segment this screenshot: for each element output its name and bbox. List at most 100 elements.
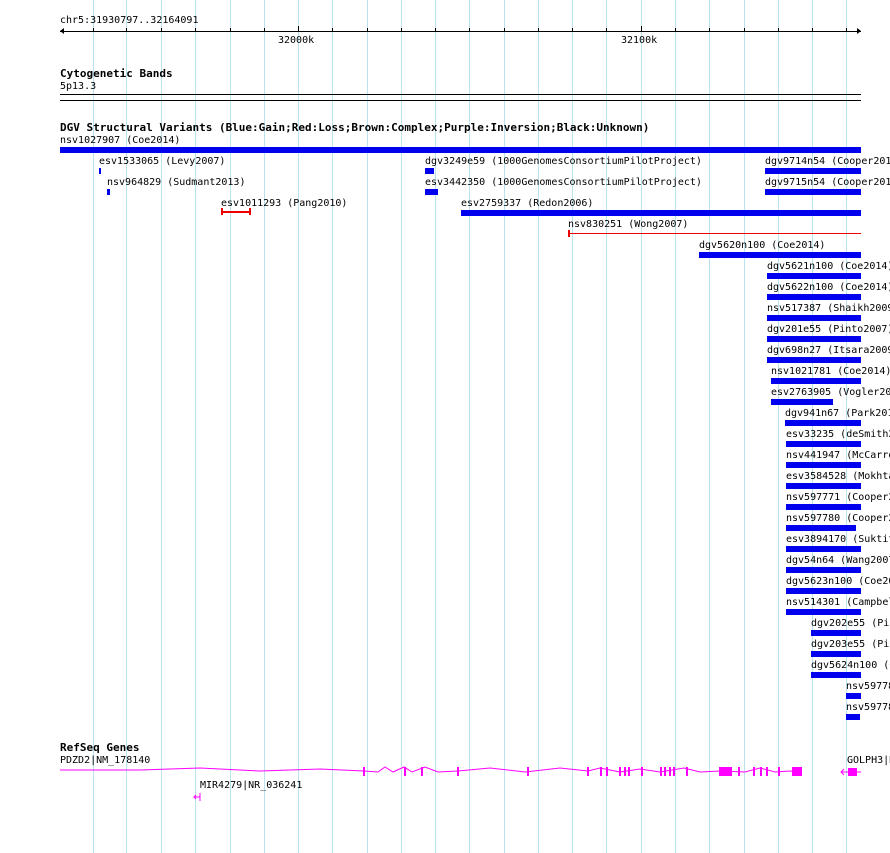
grid-line [675,0,676,853]
variant-label: nsv441947 (McCarroll2008) [786,450,890,461]
variant-label: esv1011293 (Pang2010) [221,198,348,209]
variant-bar[interactable] [786,462,861,468]
variant-bar[interactable] [785,420,861,426]
ruler-tick-label: 32100k [621,35,658,46]
variant-bar[interactable] [811,672,861,678]
variant-label: dgv9715n54 (Cooper2011) [765,177,890,188]
variant-label: nsv597782 (Cooper2011) [846,702,890,713]
variant-bar-end [568,230,570,237]
grid-line [538,0,539,853]
grid-line [572,0,573,853]
grid-line [709,0,710,853]
variant-label: dgv202e55 (Pinto2007) [811,618,890,629]
cytoband-bar-bottom [60,100,861,101]
variant-bar[interactable] [811,651,861,657]
ruler-right-arrow [857,28,861,34]
variant-label: dgv5624n100 (Coe2014) [811,660,890,671]
grid-line [298,0,299,853]
grid-line [367,0,368,853]
variant-label: nsv517387 (Shaikh2009) [767,303,890,314]
variant-bar[interactable] [786,567,861,573]
variant-label: dgv698n27 (Itsara2009) [767,345,890,356]
variant-label: nsv514301 (Campbell2011) [786,597,890,608]
variant-label: esv3442350 (1000GenomesConsortiumPilotPr… [425,177,702,188]
variant-label: nsv597780 (Cooper2011) [786,513,890,524]
variant-label: dgv201e55 (Pinto2007) [767,324,890,335]
cytoband-bar-top [60,94,861,95]
variant-bar[interactable] [568,233,861,234]
variant-bar[interactable] [99,168,101,174]
variant-bar[interactable] [461,210,861,216]
grid-line [264,0,265,853]
variant-bar[interactable] [846,714,860,720]
grid-line [401,0,402,853]
variant-label: nsv830251 (Wong2007) [568,219,689,230]
variant-bar[interactable] [786,588,861,594]
variant-label: esv2759337 (Redon2006) [461,198,594,209]
grid-line [126,0,127,853]
variant-bar[interactable] [786,441,861,447]
variant-bar[interactable] [425,189,438,195]
cytoband-track-title[interactable]: Cytogenetic Bands [60,67,173,80]
variant-bar[interactable] [786,483,861,489]
variant-bar[interactable] [425,168,434,174]
grid-line [93,0,94,853]
locus-label: chr5:31930797..32164091 [60,15,199,26]
variant-label: dgv54n64 (Wang2007) [786,555,890,566]
variant-bar[interactable] [771,399,833,405]
variant-label: esv1533065 (Levy2007) [99,156,226,167]
variant-label: dgv3249e59 (1000GenomesConsortiumPilotPr… [425,156,702,167]
variant-bar[interactable] [771,378,861,384]
variant-label: dgv9714n54 (Cooper2011) [765,156,890,167]
grid-line [812,0,813,853]
variant-label: dgv5620n100 (Coe2014) [699,240,826,251]
variant-bar[interactable] [786,609,861,615]
variant-bar[interactable] [107,189,110,195]
variant-label: nsv597771 (Cooper2011) [786,492,890,503]
variant-label: nsv1021781 (Coe2014) [771,366,890,377]
variant-bar[interactable] [786,546,861,552]
variant-bar[interactable] [765,168,861,174]
ruler-line [60,31,861,32]
variant-bar[interactable] [221,211,251,213]
gene-model-golph3[interactable] [838,766,862,778]
variant-bar[interactable] [767,273,861,279]
grid-line [744,0,745,853]
variant-bar-end [249,208,251,215]
gene-model-mir4279[interactable] [192,792,204,802]
variant-bar[interactable] [60,147,861,153]
refseq-track-title[interactable]: RefSeq Genes [60,741,140,754]
gene-label: MIR4279|NR_036241 [200,780,303,791]
variant-label: nsv1027907 (Coe2014) [60,135,181,146]
variant-bar[interactable] [767,336,861,342]
variant-bar[interactable] [767,315,861,321]
cytoband-name: 5p13.3 [60,81,97,92]
grid-line [778,0,779,853]
grid-line [332,0,333,853]
grid-line [641,0,642,853]
dgv-track-title[interactable]: DGV Structural Variants (Blue:Gain;Red:L… [60,121,650,134]
grid-line [606,0,607,853]
ruler-tick-label: 32000k [278,35,315,46]
variant-label: dgv5622n100 (Coe2014) [767,282,890,293]
variant-bar[interactable] [767,357,861,363]
variant-label: esv3894170 (Suktitipat2014) [786,534,890,545]
grid-line [435,0,436,853]
variant-label: nsv964829 (Sudmant2013) [107,177,246,188]
grid-line [161,0,162,853]
variant-label: dgv941n67 (Park2010) [785,408,890,419]
variant-label: dgv5621n100 (Coe2014) [767,261,890,272]
variant-bar[interactable] [786,504,861,510]
variant-bar[interactable] [846,693,861,699]
variant-bar[interactable] [699,252,861,258]
variant-bar[interactable] [765,189,861,195]
grid-line [230,0,231,853]
grid-line [195,0,196,853]
variant-label: dgv5623n100 (Coe2014) [786,576,890,587]
variant-bar[interactable] [811,630,861,636]
variant-bar[interactable] [786,525,856,531]
variant-bar[interactable] [767,294,861,300]
gene-label: PDZD2|NM_178140 [60,755,151,766]
